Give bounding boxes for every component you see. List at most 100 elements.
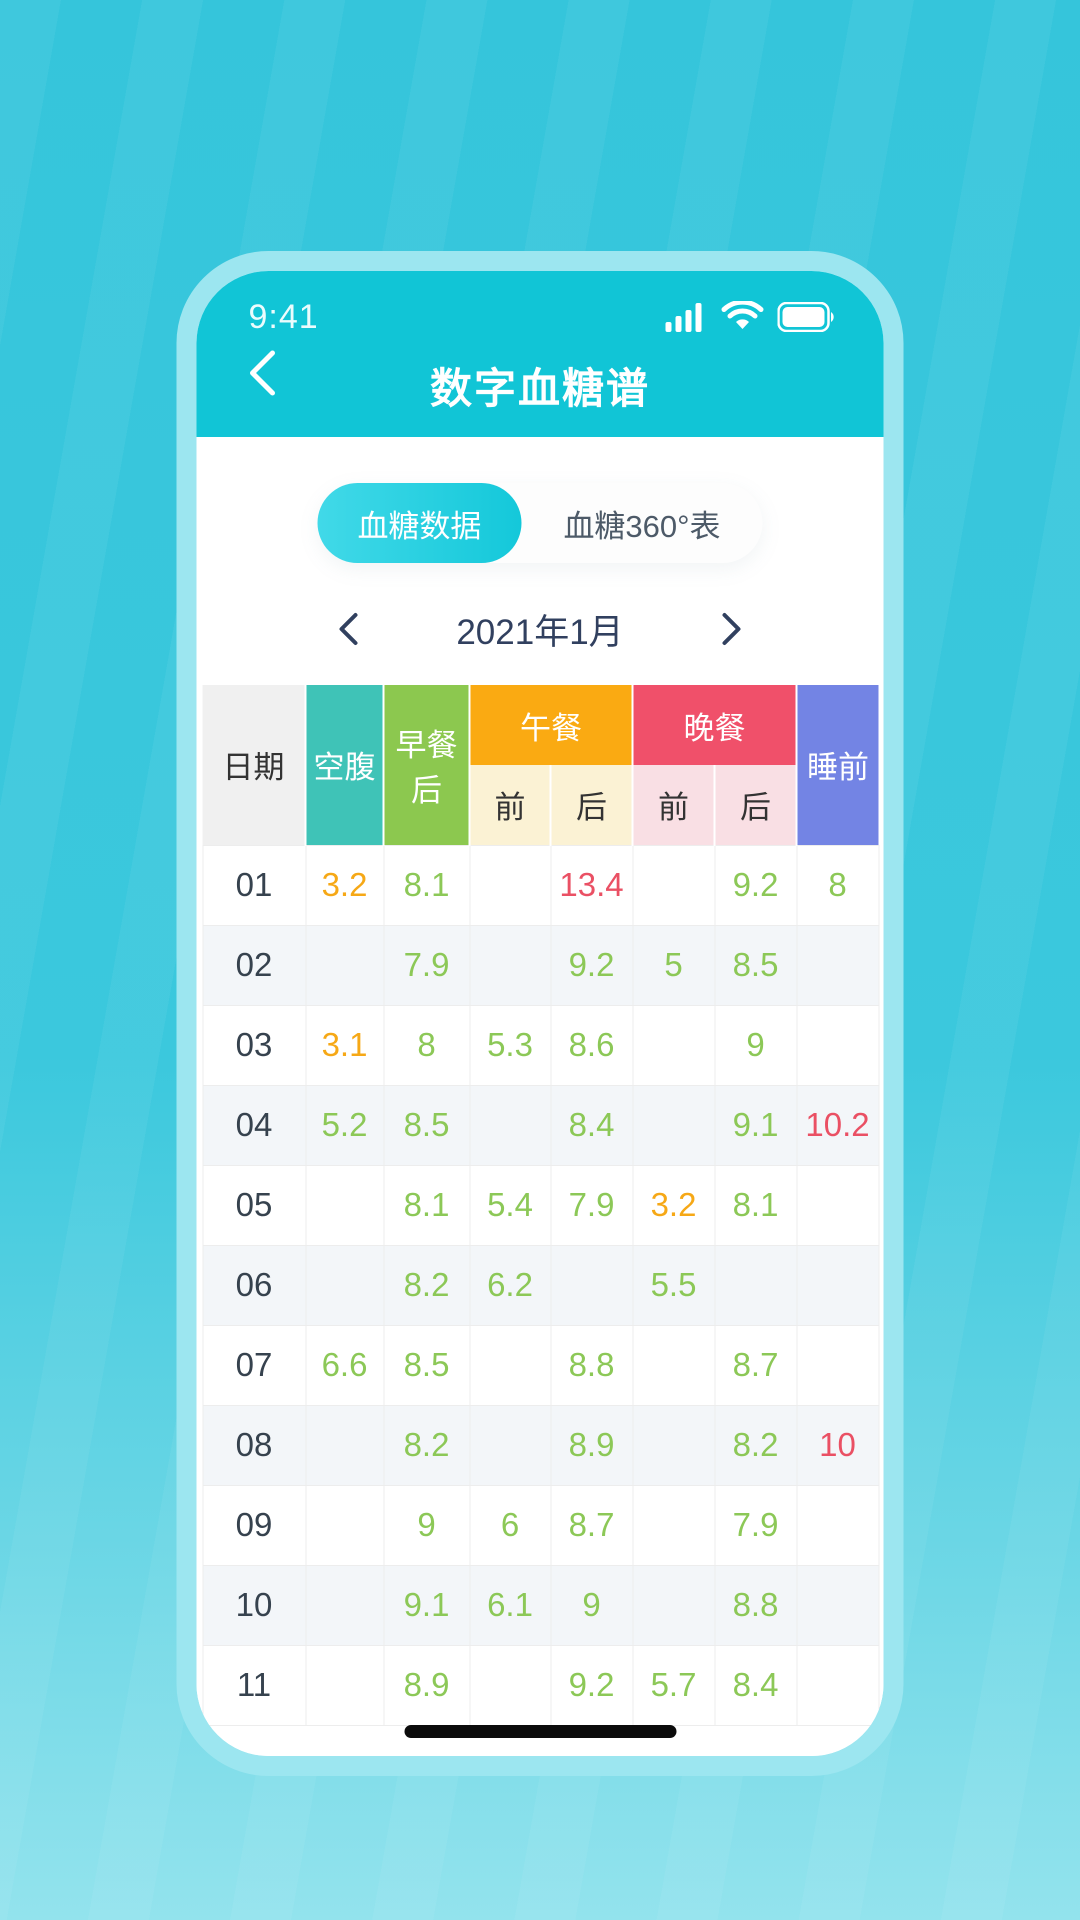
back-button[interactable] <box>233 343 293 403</box>
table-row: 09 9 6 8.7 7.9 <box>202 1484 879 1566</box>
header-lunch: 午餐 <box>469 685 634 765</box>
page-title: 数字血糖谱 <box>429 364 650 412</box>
glucose-value-cell: 8.7 <box>550 1484 633 1566</box>
top-bar: 9:41 <box>196 271 884 437</box>
table-row: 03 3.1 8 5.3 8.6 9 <box>202 1004 879 1086</box>
chevron-left-icon <box>338 612 358 646</box>
glucose-value-cell: 9 <box>383 1484 470 1566</box>
header-lunch-before: 前 <box>469 765 552 845</box>
date-cell: 09 <box>202 1484 306 1566</box>
chevron-left-icon <box>250 350 276 396</box>
glucose-value-cell <box>469 924 551 1006</box>
glucose-value-cell <box>632 844 715 926</box>
glucose-value-cell: 5 <box>632 924 715 1006</box>
glucose-value-cell: 8.4 <box>714 1644 797 1726</box>
glucose-value-cell: 8.4 <box>550 1084 633 1166</box>
status-icons <box>665 301 836 333</box>
glucose-value-cell <box>305 1244 384 1326</box>
glucose-value-cell: 8.5 <box>383 1324 470 1406</box>
glucose-table-container: 日期 空腹 早餐后 午餐 晚餐 睡前 前 后 前 后 <box>202 685 879 1726</box>
glucose-value-cell <box>632 1004 715 1086</box>
prev-month-button[interactable] <box>326 607 370 651</box>
date-cell: 08 <box>202 1404 306 1486</box>
glucose-value-cell: 7.9 <box>550 1164 633 1246</box>
glucose-value-cell: 8.1 <box>383 844 470 926</box>
glucose-table: 日期 空腹 早餐后 午餐 晚餐 睡前 前 后 前 后 <box>202 685 879 1726</box>
glucose-value-cell: 9.2 <box>550 1644 633 1726</box>
glucose-value-cell <box>796 1644 879 1726</box>
glucose-value-cell <box>632 1084 715 1166</box>
table-row: 01 3.2 8.1 13.4 9.2 8 <box>202 844 879 926</box>
glucose-value-cell: 3.2 <box>305 844 384 926</box>
glucose-value-cell: 9.1 <box>383 1564 470 1646</box>
glucose-value-cell: 5.3 <box>469 1004 551 1086</box>
glucose-value-cell: 6.2 <box>469 1244 551 1326</box>
glucose-value-cell: 6.6 <box>305 1324 384 1406</box>
glucose-value-cell <box>305 924 384 1006</box>
glucose-value-cell: 8 <box>383 1004 470 1086</box>
glucose-value-cell: 10.2 <box>796 1084 879 1166</box>
glucose-value-cell: 8 <box>796 844 879 926</box>
table-row: 04 5.2 8.5 8.4 9.1 10.2 <box>202 1084 879 1166</box>
date-cell: 07 <box>202 1324 306 1406</box>
home-indicator[interactable] <box>404 1725 676 1738</box>
glucose-value-cell <box>632 1484 715 1566</box>
phone-mockup: 9:41 <box>176 251 904 1776</box>
header-dinner-after: 后 <box>714 765 798 845</box>
date-cell: 01 <box>202 844 306 926</box>
header-before-sleep: 睡前 <box>796 685 879 845</box>
glucose-value-cell <box>796 1484 879 1566</box>
glucose-value-cell <box>305 1404 384 1486</box>
glucose-value-cell: 8.7 <box>714 1324 797 1406</box>
glucose-value-cell: 8.9 <box>550 1404 633 1486</box>
glucose-value-cell <box>469 1644 551 1726</box>
glucose-value-cell: 8.5 <box>714 924 797 1006</box>
glucose-value-cell <box>469 1324 551 1406</box>
glucose-value-cell <box>305 1564 384 1646</box>
glucose-value-cell <box>796 924 879 1006</box>
glucose-value-cell: 5.7 <box>632 1644 715 1726</box>
glucose-value-cell: 7.9 <box>383 924 470 1006</box>
glucose-value-cell: 9 <box>550 1564 633 1646</box>
table-row: 08 8.2 8.9 8.2 10 <box>202 1404 879 1486</box>
glucose-value-cell: 5.4 <box>469 1164 551 1246</box>
glucose-value-cell: 5.2 <box>305 1084 384 1166</box>
glucose-value-cell <box>796 1244 879 1326</box>
glucose-value-cell <box>305 1484 384 1566</box>
glucose-value-cell <box>796 1004 879 1086</box>
glucose-value-cell: 5.5 <box>632 1244 715 1326</box>
glucose-value-cell: 9 <box>714 1004 797 1086</box>
date-cell: 05 <box>202 1164 306 1246</box>
glucose-value-cell: 8.2 <box>383 1404 470 1486</box>
glucose-value-cell: 13.4 <box>550 844 633 926</box>
battery-icon <box>777 302 836 332</box>
glucose-value-cell <box>469 844 551 926</box>
signal-strength-icon <box>665 302 708 332</box>
glucose-table-body: 01 3.2 8.1 13.4 9.2 8 02 7.9 9.2 5 8.5 03 3.1 8 5.3 8.6… <box>202 844 879 1726</box>
glucose-value-cell <box>632 1564 715 1646</box>
nav-bar: 数字血糖谱 <box>197 337 884 433</box>
header-date: 日期 <box>202 685 307 845</box>
table-row: 02 7.9 9.2 5 8.5 <box>202 924 879 1006</box>
header-fasting: 空腹 <box>305 685 385 845</box>
tab-container: 血糖数据 血糖360°表 <box>197 437 884 563</box>
glucose-value-cell <box>632 1324 715 1406</box>
glucose-value-cell: 8.1 <box>383 1164 470 1246</box>
glucose-value-cell <box>305 1164 384 1246</box>
tab-glucose-data[interactable]: 血糖数据 <box>317 483 522 563</box>
next-month-button[interactable] <box>710 607 754 651</box>
tab-glucose-360[interactable]: 血糖360°表 <box>563 508 721 544</box>
glucose-value-cell <box>796 1564 879 1646</box>
glucose-value-cell <box>714 1244 797 1326</box>
wifi-icon <box>721 301 764 333</box>
glucose-table-header: 日期 空腹 早餐后 午餐 晚餐 睡前 前 后 前 后 <box>202 685 879 845</box>
glucose-value-cell: 8.6 <box>550 1004 633 1086</box>
date-cell: 11 <box>202 1644 306 1726</box>
glucose-value-cell <box>550 1244 633 1326</box>
glucose-value-cell: 9.2 <box>714 844 797 926</box>
glucose-value-cell: 8.2 <box>714 1404 797 1486</box>
glucose-value-cell: 8.5 <box>383 1084 470 1166</box>
date-cell: 06 <box>202 1244 306 1326</box>
tab-bar: 血糖数据 血糖360°表 <box>317 483 763 563</box>
